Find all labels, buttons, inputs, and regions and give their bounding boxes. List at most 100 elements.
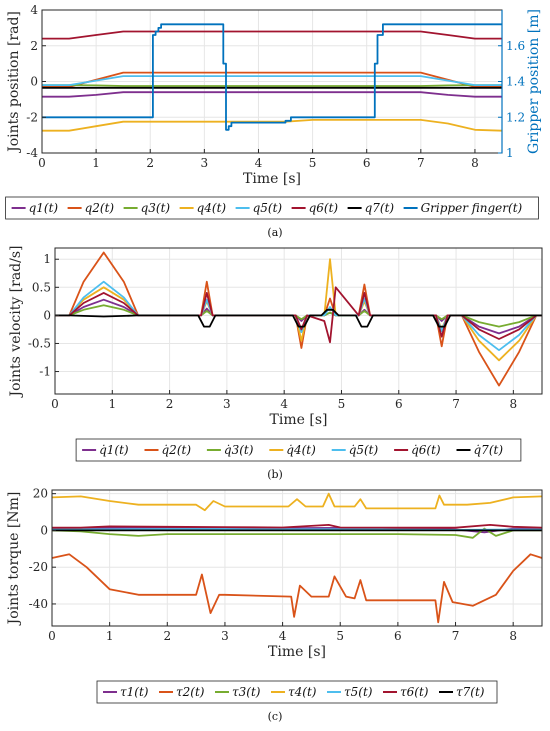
series-line-2 xyxy=(51,553,543,624)
y-axis-label: Joints torque [Nm] xyxy=(6,492,22,627)
legend-box xyxy=(5,196,539,220)
y-right-tick-label: 1.2 xyxy=(506,110,525,124)
y-tick-label: 0 xyxy=(40,523,48,537)
legend-label-7: q̇7(t) xyxy=(474,443,504,457)
x-tick-label: 4 xyxy=(280,397,288,411)
x-tick-label: 7 xyxy=(452,629,460,643)
x-tick-label: 5 xyxy=(338,397,346,411)
y-axis-label: Joints position [rad] xyxy=(6,11,22,154)
x-tick-label: 2 xyxy=(163,629,171,643)
x-tick-label: 3 xyxy=(221,629,229,643)
x-tick-label: 2 xyxy=(166,397,174,411)
legend-label-6: q6(t) xyxy=(309,201,339,215)
x-tick-label: 4 xyxy=(255,156,263,170)
panel-caption: (b) xyxy=(267,468,283,481)
series-line-2 xyxy=(42,71,502,88)
y-tick-label: 2 xyxy=(30,39,38,53)
x-tick-label: 8 xyxy=(510,397,518,411)
y-axis-label: Joints velocity [rad/s] xyxy=(8,245,24,398)
x-tick-label: 8 xyxy=(509,629,517,643)
x-tick-label: 1 xyxy=(108,397,116,411)
y-tick-label: -20 xyxy=(29,560,48,574)
x-tick-label: 3 xyxy=(201,156,209,170)
y-tick-label: -4 xyxy=(26,146,38,160)
legend-box xyxy=(75,438,522,462)
series-line-2 xyxy=(55,251,542,387)
legend-label-5: q̇5(t) xyxy=(349,443,379,457)
x-axis-label: Time [s] xyxy=(268,644,326,660)
series-line-4 xyxy=(51,492,543,512)
y-tick-label: -40 xyxy=(29,597,48,611)
panel-caption: (a) xyxy=(267,226,282,239)
x-tick-label: 0 xyxy=(51,397,59,411)
x-tick-label: 7 xyxy=(417,156,425,170)
y-right-tick-label: 1 xyxy=(506,146,514,160)
series-line-3 xyxy=(51,527,542,539)
x-tick-label: 5 xyxy=(336,629,344,643)
series-line-3 xyxy=(55,304,542,328)
legend-label-8: Gripper finger(t) xyxy=(421,201,523,215)
plot-frame xyxy=(54,247,543,395)
legend-label-1: τ1(t) xyxy=(120,685,149,699)
legend-label-3: q3(t) xyxy=(141,201,171,215)
legend-label-6: q̇6(t) xyxy=(411,443,441,457)
x-tick-label: 4 xyxy=(279,629,287,643)
legend-label-7: q7(t) xyxy=(365,201,395,215)
y-tick-label: -0.5 xyxy=(28,336,51,350)
legend-box xyxy=(96,680,498,704)
series-line-6 xyxy=(55,286,542,344)
legend-label-3: q̇3(t) xyxy=(224,443,254,457)
x-tick-label: 6 xyxy=(363,156,371,170)
x-tick-label: 1 xyxy=(106,629,114,643)
x-tick-label: 0 xyxy=(48,629,56,643)
legend-label-6: τ6(t) xyxy=(400,685,429,699)
y-tick-label: 20 xyxy=(33,487,48,501)
legend-label-7: τ7(t) xyxy=(456,685,485,699)
y-right-axis-label: Gripper position [m] xyxy=(526,9,542,154)
plot-frame xyxy=(51,489,543,627)
y-tick-label: 4 xyxy=(30,3,38,17)
series-line-5 xyxy=(55,280,542,352)
series-line-6 xyxy=(52,524,543,529)
x-axis-label: Time [s] xyxy=(270,412,328,428)
series-line-6 xyxy=(42,30,502,40)
series-line-7 xyxy=(55,308,542,328)
series-line-3 xyxy=(42,84,502,87)
x-tick-label: 3 xyxy=(223,397,231,411)
y-tick-label: 0 xyxy=(30,75,38,89)
legend-label-3: τ3(t) xyxy=(232,685,261,699)
legend-label-1: q̇1(t) xyxy=(99,443,129,457)
legend-label-4: q4(t) xyxy=(197,201,227,215)
x-axis-label: Time [s] xyxy=(243,171,301,187)
legend-label-2: q2(t) xyxy=(85,201,115,215)
x-tick-label: 6 xyxy=(394,629,402,643)
legend-label-5: τ5(t) xyxy=(344,685,373,699)
series-line-1 xyxy=(42,91,502,98)
legend-label-1: q1(t) xyxy=(29,201,59,215)
x-tick-label: 2 xyxy=(146,156,154,170)
x-tick-label: 8 xyxy=(471,156,479,170)
y-tick-label: -1 xyxy=(39,365,51,379)
y-tick-label: 0.5 xyxy=(32,280,51,294)
y-tick-label: -2 xyxy=(26,110,38,124)
legend-label-2: q̇2(t) xyxy=(162,443,192,457)
x-tick-label: 0 xyxy=(38,156,46,170)
x-tick-label: 5 xyxy=(309,156,317,170)
x-tick-label: 1 xyxy=(92,156,100,170)
x-tick-label: 7 xyxy=(452,397,460,411)
y-right-tick-label: 1.6 xyxy=(506,39,525,53)
x-tick-label: 6 xyxy=(395,397,403,411)
legend-label-5: q5(t) xyxy=(253,201,283,215)
y-tick-label: 1 xyxy=(43,252,51,266)
legend-label-4: τ4(t) xyxy=(288,685,317,699)
series-line-5 xyxy=(42,75,502,86)
series-line-4 xyxy=(55,258,542,362)
series-line-4 xyxy=(42,119,503,132)
panel-caption: (c) xyxy=(268,710,283,723)
series-line-8 xyxy=(42,23,502,131)
legend-label-2: τ2(t) xyxy=(176,685,205,699)
y-right-tick-label: 1.4 xyxy=(506,75,525,89)
y-tick-label: 0 xyxy=(43,308,51,322)
